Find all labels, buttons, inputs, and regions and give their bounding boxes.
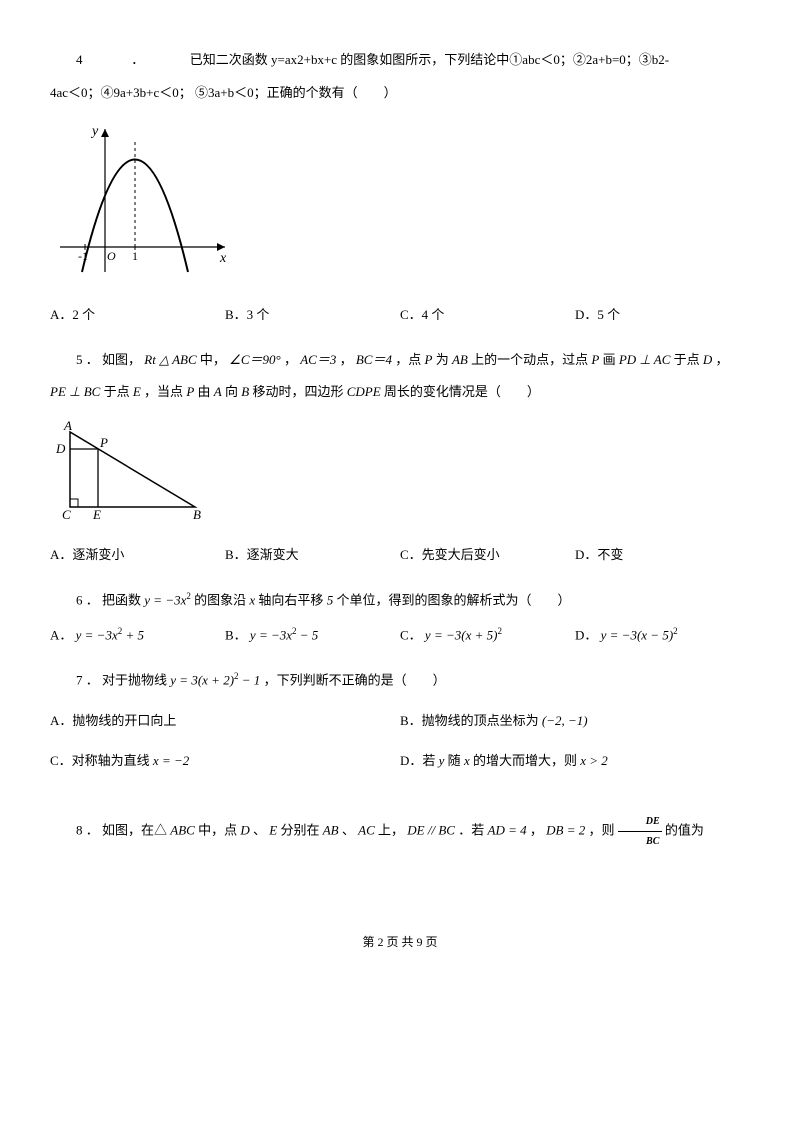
q4-text1: 已知二次函数 y=ax2+bx+c 的图象如图所示，下列结论中①abc＜0；②2…: [190, 52, 669, 67]
xtick-1: 1: [132, 249, 138, 263]
q7-options: A．抛物线的开口向上 B．抛物线的顶点坐标为 (−2, −1) C．对称轴为直线…: [50, 701, 750, 782]
q4-text2: 4ac＜0；④9a+3b+c＜0； ⑤3a+b＜0；正确的个数有（ ）: [50, 85, 397, 100]
q4-opt-b: B．3 个: [225, 303, 400, 328]
y-label: y: [90, 124, 99, 139]
q4-opt-c: C．4 个: [400, 303, 575, 328]
svg-text:C: C: [62, 507, 71, 522]
q4-opt-d: D．5 个: [575, 303, 750, 328]
fraction-de-bc: DE BC: [618, 812, 662, 851]
q7-text: 7 ． 对于抛物线 y = 3(x + 2)2 − 1 ，下列判断不正确的是（ …: [50, 668, 750, 693]
q5-graph: A P D C E B: [50, 417, 750, 531]
q6-opt-a: A． y = −3x2 + 5: [50, 623, 225, 648]
q4-line1: 4 ． 已知二次函数 y=ax2+bx+c 的图象如图所示，下列结论中①abc＜…: [50, 48, 750, 73]
q4-number: 4: [50, 48, 128, 73]
page-footer: 第 2 页 共 9 页: [50, 931, 750, 954]
origin: O: [107, 249, 116, 263]
q6-opt-b: B． y = −3x2 − 5: [225, 623, 400, 648]
q6-options: A． y = −3x2 + 5 B． y = −3x2 − 5 C． y = −…: [50, 623, 750, 648]
x-label: x: [219, 251, 227, 266]
svg-text:D: D: [55, 441, 66, 456]
q6-opt-d: D． y = −3(x − 5)2: [575, 623, 750, 648]
q5-opt-d: D．不变: [575, 543, 750, 568]
q4-options: A．2 个 B．3 个 C．4 个 D．5 个: [50, 303, 750, 328]
q5-opt-c: C．先变大后变小: [400, 543, 575, 568]
q7-opt-d: D．若 y 随 x 的增大而增大，则 x > 2: [400, 749, 750, 774]
q6-opt-c: C． y = −3(x + 5)2: [400, 623, 575, 648]
svg-text:P: P: [99, 435, 108, 450]
q4-line2: 4ac＜0；④9a+3b+c＜0； ⑤3a+b＜0；正确的个数有（ ）: [50, 81, 750, 106]
q8-text: 8 ． 如图，在△ ABC 中，点 D 、 E 分别在 AB 、 AC 上， D…: [50, 812, 750, 851]
q4-opt-a: A．2 个: [50, 303, 225, 328]
q7-opt-a: A．抛物线的开口向上: [50, 709, 400, 734]
svg-text:A: A: [63, 418, 72, 433]
q5-options: A．逐渐变小 B．逐渐变大 C．先变大后变小 D．不变: [50, 543, 750, 568]
q5-line2: PE ⊥ BC 于点 E ，当点 P 由 A 向 B 移动时，四边形 CDPE …: [50, 380, 750, 405]
q7-opt-c: C．对称轴为直线 x = −2: [50, 749, 400, 774]
svg-text:B: B: [193, 507, 201, 522]
q5-number: 5: [76, 352, 83, 367]
q5-opt-a: A．逐渐变小: [50, 543, 225, 568]
svg-text:E: E: [92, 507, 101, 522]
q5-opt-b: B．逐渐变大: [225, 543, 400, 568]
q6-text: 6 ． 把函数 y = −3x2 的图象沿 x 轴向右平移 5 个单位，得到的图…: [50, 588, 750, 613]
q4-graph: y x O -1 1: [50, 117, 750, 291]
q7-opt-b: B．抛物线的顶点坐标为 (−2, −1): [400, 709, 750, 734]
q5-line1: 5 ． 如图， Rt △ ABC 中， ∠C＝90° ， AC＝3 ， BC＝4…: [50, 348, 750, 373]
q4-dot: ．: [131, 52, 144, 67]
